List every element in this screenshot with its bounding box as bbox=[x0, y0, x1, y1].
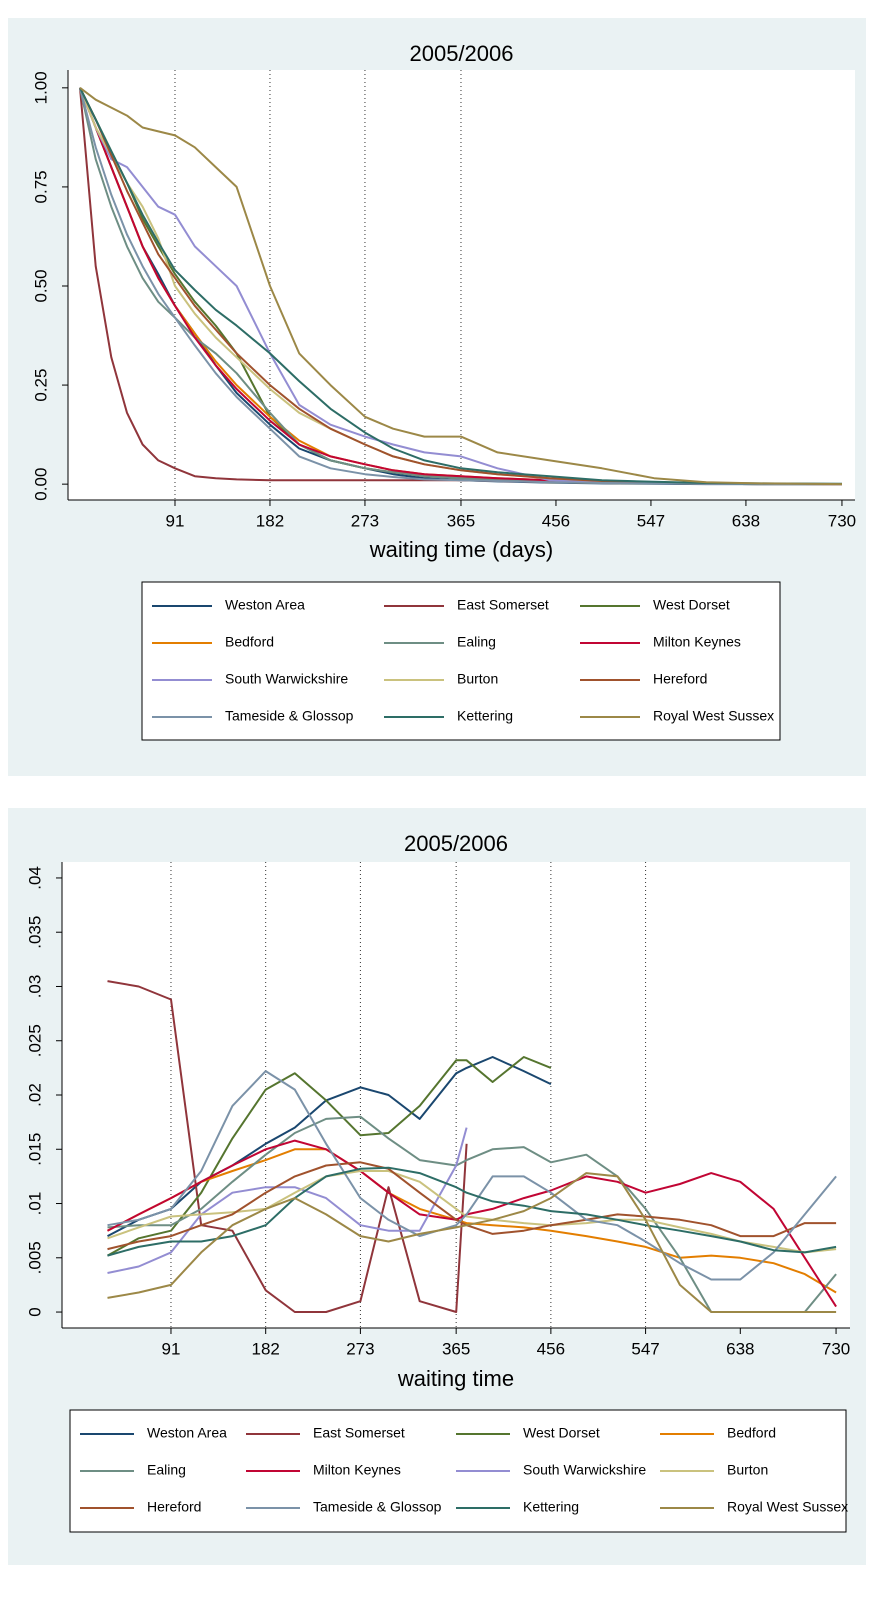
legend-label: Kettering bbox=[523, 1499, 579, 1515]
legend-label: Weston Area bbox=[225, 597, 305, 613]
y-tick-label: 0.75 bbox=[31, 170, 50, 203]
y-tick-label: 0 bbox=[25, 1307, 44, 1316]
x-tick-label: 730 bbox=[822, 1339, 850, 1358]
x-tick-label: 638 bbox=[732, 511, 760, 530]
series-line bbox=[107, 1127, 468, 1274]
legend-label: Royal West Sussex bbox=[727, 1499, 848, 1515]
x-tick-label: 456 bbox=[537, 1339, 565, 1358]
legend-label: Milton Keynes bbox=[313, 1462, 401, 1478]
y-tick-label: .01 bbox=[25, 1192, 44, 1216]
legend-label: Kettering bbox=[457, 708, 513, 724]
legend-label: Royal West Sussex bbox=[653, 708, 774, 724]
series-line bbox=[107, 1170, 837, 1254]
y-tick-label: 1.00 bbox=[31, 71, 50, 104]
legend-label: Hereford bbox=[147, 1499, 201, 1515]
series-line bbox=[107, 1148, 837, 1294]
legend-label: Tameside & Glossop bbox=[225, 708, 354, 724]
series-line bbox=[107, 1166, 837, 1257]
y-tick-label: .015 bbox=[25, 1133, 44, 1166]
legend-label: West Dorset bbox=[653, 597, 730, 613]
y-tick-label: 0.00 bbox=[31, 468, 50, 501]
y-tick-label: .04 bbox=[25, 866, 44, 890]
x-tick-label: 456 bbox=[542, 511, 570, 530]
y-tick-label: 0.25 bbox=[31, 369, 50, 402]
x-tick-label: 91 bbox=[162, 1339, 181, 1358]
legend-label: South Warwickshire bbox=[225, 671, 348, 687]
legend-label: Ealing bbox=[457, 634, 496, 650]
x-tick-label: 273 bbox=[346, 1339, 374, 1358]
legend bbox=[141, 581, 781, 741]
x-tick-label: 638 bbox=[726, 1339, 754, 1358]
series-line bbox=[107, 980, 468, 1313]
legend-label: Milton Keynes bbox=[653, 634, 741, 650]
x-tick-label: 182 bbox=[251, 1339, 279, 1358]
series-line bbox=[79, 87, 843, 485]
chart-title: 2005/2006 bbox=[404, 831, 508, 856]
x-tick-label: 365 bbox=[442, 1339, 470, 1358]
plot-area bbox=[68, 70, 855, 500]
legend-label: Ealing bbox=[147, 1462, 186, 1478]
y-tick-label: .005 bbox=[25, 1241, 44, 1274]
legend-label: Hereford bbox=[653, 671, 707, 687]
legend-label: East Somerset bbox=[457, 597, 549, 613]
x-tick-label: 547 bbox=[631, 1339, 659, 1358]
legend-label: Burton bbox=[727, 1462, 768, 1478]
y-tick-label: 0.50 bbox=[31, 269, 50, 302]
x-tick-label: 547 bbox=[637, 511, 665, 530]
chart-title: 2005/2006 bbox=[410, 41, 514, 66]
legend-label: Bedford bbox=[225, 634, 274, 650]
x-axis-label: waiting time (days) bbox=[369, 537, 553, 562]
y-tick-label: .03 bbox=[25, 975, 44, 999]
legend-label: Weston Area bbox=[147, 1425, 227, 1441]
y-tick-label: .025 bbox=[25, 1024, 44, 1057]
legend-label: Tameside & Glossop bbox=[313, 1499, 442, 1515]
legend-label: East Somerset bbox=[313, 1425, 405, 1441]
x-tick-label: 365 bbox=[447, 511, 475, 530]
series-line bbox=[79, 87, 842, 486]
y-tick-label: .035 bbox=[25, 916, 44, 949]
series-line bbox=[107, 1172, 837, 1313]
series-line bbox=[107, 1070, 837, 1281]
x-axis-label: waiting time bbox=[397, 1366, 514, 1391]
series-line bbox=[107, 1056, 552, 1237]
y-tick-label: .02 bbox=[25, 1083, 44, 1107]
series-line bbox=[79, 87, 843, 486]
legend-label: Burton bbox=[457, 671, 498, 687]
legend-label: South Warwickshire bbox=[523, 1462, 646, 1478]
x-tick-label: 730 bbox=[828, 511, 856, 530]
x-tick-label: 91 bbox=[166, 511, 185, 530]
legend-label: Bedford bbox=[727, 1425, 776, 1441]
x-tick-label: 273 bbox=[351, 511, 379, 530]
legend-label: West Dorset bbox=[523, 1425, 600, 1441]
x-tick-label: 182 bbox=[256, 511, 284, 530]
